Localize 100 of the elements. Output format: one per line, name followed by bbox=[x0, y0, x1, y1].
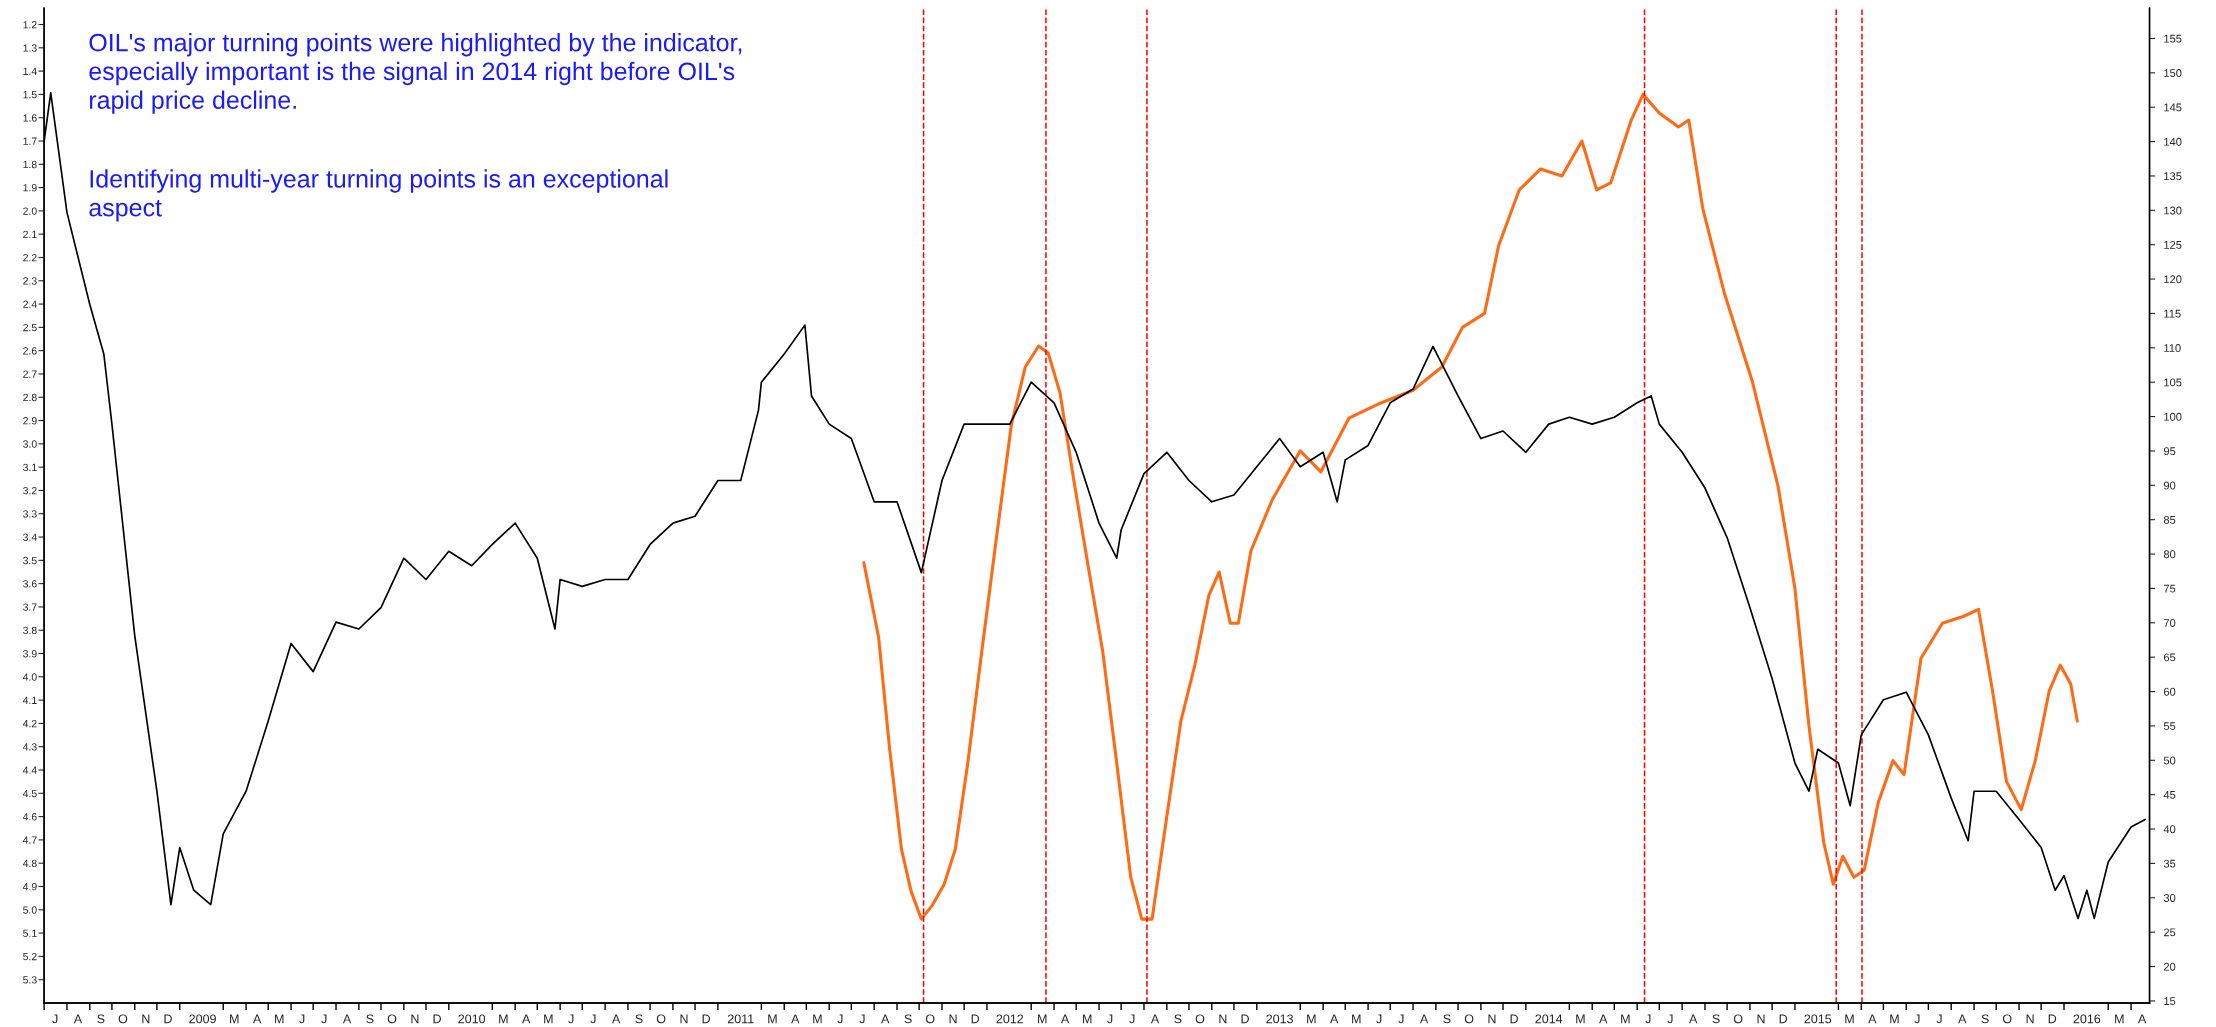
x-tick-label: J bbox=[1398, 1014, 1404, 1024]
y2-tick-label: 70 bbox=[2163, 619, 2176, 627]
x-tick-label: M bbox=[1576, 1014, 1585, 1024]
x-tick-label: S bbox=[904, 1014, 912, 1024]
y2-tick-label: 55 bbox=[2163, 722, 2176, 731]
x-tick-label: N bbox=[142, 1014, 150, 1024]
x-tick-label: A bbox=[1060, 1014, 1070, 1024]
y-tick-label: 1.6 bbox=[23, 114, 37, 122]
x-tick-label: A bbox=[1599, 1014, 1608, 1024]
x-tick-label: O bbox=[925, 1014, 935, 1024]
y-tick-label: 3.1 bbox=[23, 463, 37, 472]
x-tick-label: J bbox=[568, 1014, 574, 1024]
x-tick-label: N bbox=[2026, 1014, 2034, 1024]
x-tick-label: A bbox=[1868, 1014, 1877, 1024]
x-tick-label: O bbox=[387, 1014, 397, 1024]
x-tick-label: N bbox=[1757, 1014, 1765, 1024]
y-tick-label: 5.0 bbox=[23, 906, 37, 914]
x-tick-label: M bbox=[1621, 1014, 1630, 1024]
x-tick-label: A bbox=[1958, 1014, 1967, 1024]
y2-tick-label: 45 bbox=[2163, 791, 2176, 799]
x-tick-label: D bbox=[1779, 1014, 1788, 1024]
y2-tick-label: 125 bbox=[2164, 240, 2182, 249]
y-tick-label: 5.3 bbox=[23, 976, 37, 984]
y-tick-label: 2.2 bbox=[23, 253, 37, 262]
y-tick-label: 3.7 bbox=[23, 603, 37, 611]
y2-tick-label: 65 bbox=[2163, 653, 2176, 662]
x-tick-label: A bbox=[1689, 1014, 1698, 1024]
y2-tick-label: 100 bbox=[2164, 412, 2182, 421]
y2-tick-label: 25 bbox=[2163, 928, 2176, 937]
y2-tick-label: 95 bbox=[2163, 447, 2176, 456]
x-tick-label: N bbox=[1488, 1014, 1496, 1024]
x-tick-label: A bbox=[791, 1014, 800, 1024]
x-tick-label: M bbox=[813, 1014, 822, 1024]
x-tick-label: M bbox=[1890, 1014, 1899, 1024]
y-tick-label: 3.3 bbox=[23, 510, 37, 518]
y-tick-label: 1.9 bbox=[23, 184, 37, 192]
y-tick-label: 4.5 bbox=[22, 789, 37, 798]
x-tick-label: J bbox=[1667, 1014, 1673, 1024]
x-tick-label: J bbox=[590, 1014, 596, 1024]
x-tick-label: O bbox=[2002, 1014, 2012, 1024]
x-tick-label: N bbox=[680, 1014, 688, 1024]
x-tick-label: M bbox=[499, 1014, 508, 1024]
y-tick-label: 4.0 bbox=[22, 673, 37, 681]
y-tick-label: 3.9 bbox=[23, 650, 37, 658]
y2-tick-label: 145 bbox=[2164, 103, 2182, 112]
y-tick-label: 4.7 bbox=[22, 836, 37, 844]
x-tick-label: O bbox=[118, 1014, 128, 1024]
x-tick-label: 2011 bbox=[727, 1014, 754, 1024]
y2-tick-label: 50 bbox=[2163, 756, 2176, 765]
x-tick-label: 2010 bbox=[458, 1014, 486, 1024]
x-tick-label: A bbox=[253, 1014, 262, 1024]
y2-tick-label: 135 bbox=[2164, 172, 2182, 181]
x-tick-label: D bbox=[971, 1014, 980, 1024]
y-tick-label: 4.4 bbox=[22, 766, 37, 774]
y-tick-label: 3.8 bbox=[23, 626, 37, 635]
x-tick-label: S bbox=[635, 1014, 643, 1024]
x-tick-label: M bbox=[1845, 1014, 1854, 1024]
x-tick-label: 2016 bbox=[2073, 1014, 2101, 1024]
x-tick-label: M bbox=[1038, 1014, 1047, 1024]
annotation: Identifying multi-year turning points is an exceptional aspect bbox=[89, 169, 668, 222]
x-tick-label: M bbox=[1083, 1014, 1092, 1024]
x-tick-label: M bbox=[544, 1014, 553, 1024]
y-tick-label: 4.2 bbox=[22, 719, 37, 728]
y2-tick-label: 80 bbox=[2163, 550, 2176, 559]
y2-tick-label: 105 bbox=[2164, 378, 2182, 387]
y-tick-label: 5.2 bbox=[23, 952, 37, 961]
x-tick-label: A bbox=[612, 1014, 621, 1024]
x-tick-label: M bbox=[275, 1014, 284, 1024]
x-tick-label: M bbox=[1307, 1014, 1316, 1024]
x-tick-label: M bbox=[230, 1014, 239, 1024]
annotation: OIL's major turning points were highlighted by the indicator, especially important is the signal in 2014 right before OIL's rapid price decline. bbox=[89, 33, 742, 114]
y-tick-label: 2.9 bbox=[23, 417, 37, 425]
y2-tick-label: 40 bbox=[2163, 825, 2176, 834]
x-tick-label: A bbox=[73, 1014, 83, 1024]
x-tick-label: S bbox=[1712, 1014, 1720, 1024]
x-tick-label: A bbox=[881, 1014, 890, 1024]
y2-tick-label: 110 bbox=[2164, 344, 2181, 352]
x-tick-label: A bbox=[342, 1014, 352, 1024]
y2-tick-label: 155 bbox=[2164, 34, 2182, 43]
x-tick-label: S bbox=[1174, 1014, 1182, 1024]
x-tick-label: J bbox=[837, 1014, 843, 1024]
x-tick-label: 2009 bbox=[189, 1014, 216, 1024]
x-tick-label: D bbox=[164, 1014, 172, 1024]
x-tick-label: N bbox=[411, 1014, 419, 1024]
y2-tick-label: 150 bbox=[2164, 69, 2182, 77]
x-tick-label: A bbox=[2138, 1014, 2147, 1024]
x-tick-label: O bbox=[1195, 1014, 1205, 1024]
y2-tick-label: 140 bbox=[2164, 137, 2182, 146]
y-tick-label: 4.6 bbox=[22, 813, 37, 821]
y-tick-label: 3.0 bbox=[23, 440, 37, 448]
line-series bbox=[862, 92, 2079, 921]
y-tick-label: 4.1 bbox=[22, 696, 37, 704]
y2-tick-label: 60 bbox=[2163, 687, 2176, 696]
x-tick-label: S bbox=[1981, 1014, 1989, 1024]
x-tick-label: O bbox=[1733, 1014, 1743, 1024]
y-tick-label: 3.5 bbox=[23, 556, 37, 565]
x-tick-label: N bbox=[949, 1014, 957, 1024]
y2-tick-label: 20 bbox=[2163, 962, 2176, 971]
x-tick-label: M bbox=[1352, 1014, 1361, 1024]
x-tick-label: M bbox=[768, 1014, 777, 1024]
